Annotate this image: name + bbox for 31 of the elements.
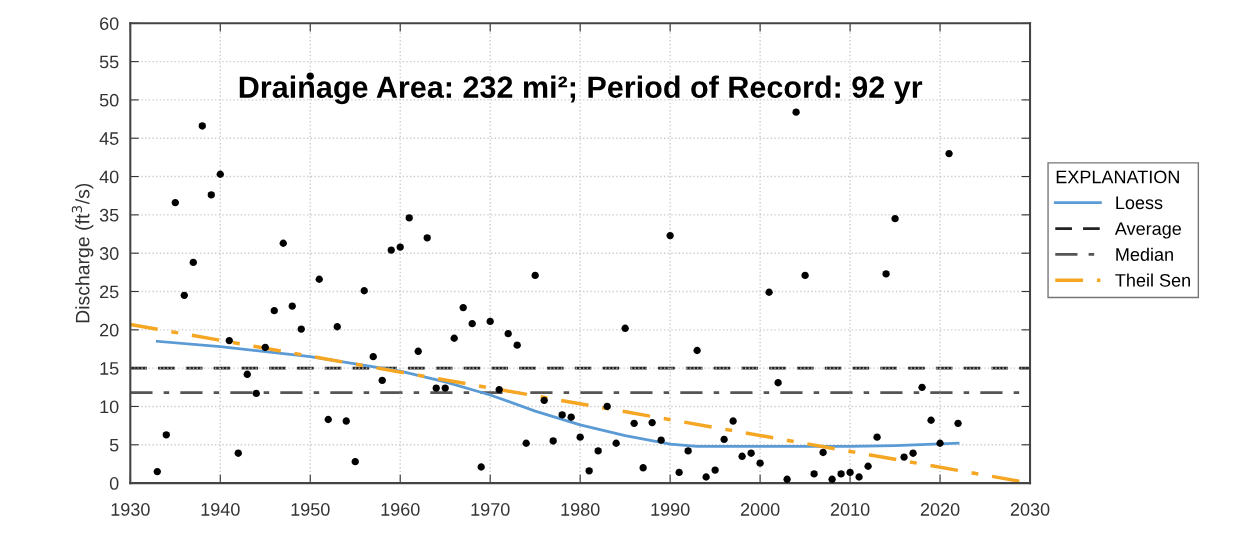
y-tick-label: 35 [99,208,119,222]
x-tick-label: 2010 [830,503,870,516]
legend-title: EXPLANATION [1056,170,1179,184]
x-tick-label: 1940 [201,503,240,516]
x-tick-label: 1980 [561,503,600,516]
legend-label: Median [1116,247,1173,261]
y-tick-label: 60 [100,17,119,30]
y-tick-label: 40 [99,170,119,184]
y-tick-label: 15 [100,362,119,375]
legend-label: Loess [1116,196,1163,210]
y-tick-label: 50 [99,93,119,107]
legend-label: Theil Sen [1115,273,1190,287]
y-tick-label: 25 [100,285,119,299]
y-tick-label: 0 [109,477,119,490]
x-tick-label: 1970 [471,503,510,516]
x-tick-label: 1990 [651,503,690,516]
y-tick-label: 45 [99,132,119,145]
y-tick-label: 20 [100,323,119,337]
x-tick-label: 1950 [291,503,330,516]
x-tick-label: 2020 [920,503,960,516]
y-tick-label: 10 [100,400,119,414]
y-tick-label: 55 [99,55,119,69]
x-tick-label: 2030 [1010,503,1050,516]
y-tick-label: 30 [99,247,119,260]
y-axis-title: Discharge (ft$^{3}$/s) [71,183,94,323]
text: Drainage Area: 232 mi²; Period of Record: 92 yr [239,75,923,105]
legend-label: Average [1114,222,1181,239]
x-tick-label: 1930 [111,503,150,516]
y-tick-label: 5 [109,438,119,452]
x-tick-label: 2000 [740,503,780,516]
x-tick-label: 1960 [381,503,420,516]
